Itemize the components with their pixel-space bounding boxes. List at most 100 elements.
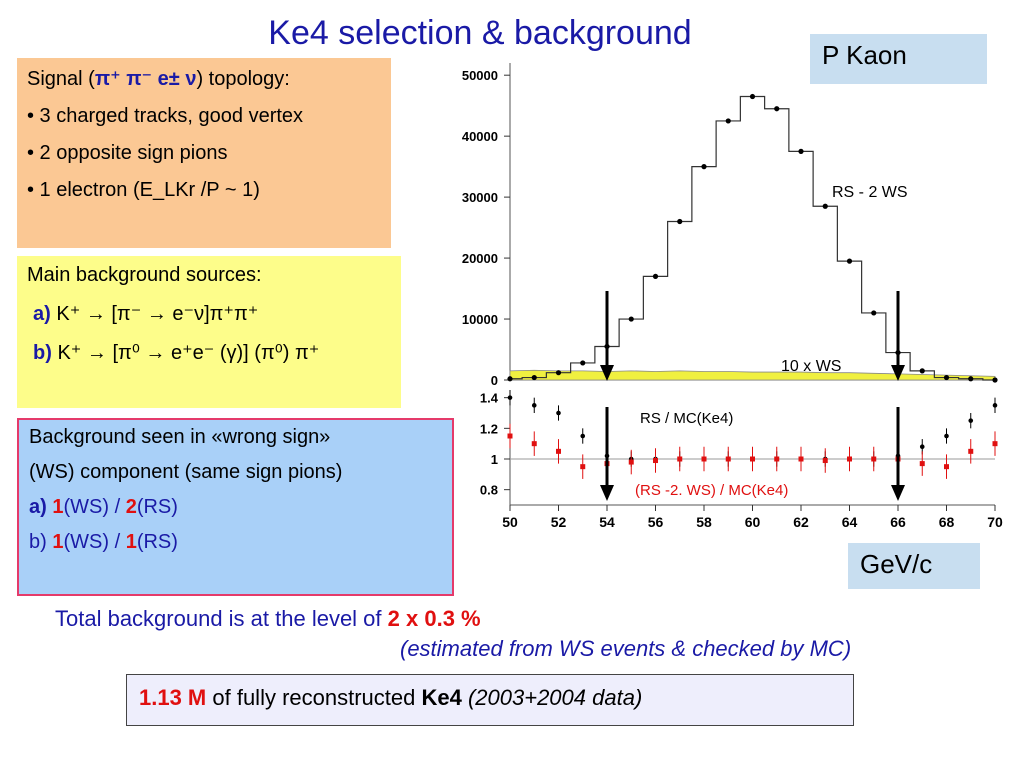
rs-mc-point xyxy=(580,433,586,439)
rs-mc-point xyxy=(968,418,974,423)
ratio-panel: 0.8 1 1.2 1.4 50 52 54 56 58 60 62 64 66 68 70 RS / MC(… xyxy=(480,390,1003,530)
ws-item-a-mid: (WS) / xyxy=(63,496,126,518)
background-item-b: b) K⁺ → [π⁰ → e⁺e⁻ (γ)] (π⁰) π⁺ xyxy=(27,340,391,365)
rs-mc-label: RS / MC(Ke4) xyxy=(640,410,733,427)
rs-data-point xyxy=(992,377,998,383)
bottom-y-tick-label: 1 xyxy=(491,452,498,467)
rs-data-point xyxy=(798,148,804,154)
summary-box: 1.13 M of fully reconstructed Ke4 (2003+… xyxy=(126,674,854,726)
bottom-y-tick-label: 1.4 xyxy=(480,391,499,406)
p-kaon-label: P Kaon xyxy=(810,34,987,84)
bottom-y-tick-label: 1.2 xyxy=(480,421,498,436)
rs2ws-mc-point xyxy=(701,456,707,462)
rs-data-point xyxy=(652,273,659,279)
kaon-momentum-chart: 0 10000 20000 30000 40000 50000 RS - 2 WS 10 x … xyxy=(462,63,1003,530)
signal-heading-suffix: ) topology: xyxy=(196,68,290,90)
rs-data-point xyxy=(749,93,756,100)
signal-heading-prefix: Signal ( xyxy=(27,68,95,90)
gevc-label: GeV/c xyxy=(848,543,980,589)
rs-minus-2ws-label: RS - 2 WS xyxy=(832,184,908,201)
cut-arrow-head xyxy=(891,365,905,381)
rs2ws-mc-point xyxy=(507,433,513,439)
total-background-line: Total background is at the level of 2 x … xyxy=(55,606,481,632)
ws-item-a-label: a) xyxy=(29,496,47,518)
x-tick-label: 58 xyxy=(696,514,712,530)
rs2ws-mc-point xyxy=(968,448,974,454)
ws-item-b-label: b) xyxy=(29,531,47,553)
estimation-note: (estimated from WS events & checked by M… xyxy=(400,636,852,661)
distribution-panel: 0 10000 20000 30000 40000 50000 RS - 2 WS 10 x … xyxy=(462,63,998,388)
ws-item-a-n1: 1 xyxy=(52,496,64,518)
rs-data-point xyxy=(531,374,537,381)
rs2ws-mc-point xyxy=(556,448,561,454)
ws-item-a: a) 1(WS) / 2(RS) xyxy=(29,496,442,519)
cut-arrow-head xyxy=(600,365,614,381)
x-tick-label: 52 xyxy=(551,514,567,530)
top-y-tick-label: 0 xyxy=(491,373,498,388)
signal-formula: π⁺ π⁻ e± ν xyxy=(94,68,197,90)
rs-data-point xyxy=(774,106,780,112)
rs2ws-mc-point xyxy=(944,464,949,470)
top-y-tick-label: 20000 xyxy=(462,251,498,266)
x-tick-label: 54 xyxy=(599,514,615,530)
rs-minus-2ws-histogram xyxy=(510,95,995,381)
ws-line-2: (WS) component (same sign pions) xyxy=(29,461,343,483)
rs-data-point xyxy=(701,164,707,170)
cut-arrow-head-bottom xyxy=(600,485,614,501)
rs2ws-mc-point xyxy=(750,456,755,462)
x-tick-label: 68 xyxy=(939,514,955,530)
signal-bullet-3: • 1 electron (E_LKr /P ~ 1) xyxy=(27,179,260,201)
rs2ws-mc-point xyxy=(992,441,998,447)
ws-item-b: b) 1(WS) / 1(RS) xyxy=(29,531,442,554)
signal-topology-box: Signal (π⁺ π⁻ e± ν) topology: • 3 charge… xyxy=(17,58,391,248)
cut-arrow-head-bottom xyxy=(891,485,905,501)
top-y-tick-label: 30000 xyxy=(462,190,498,205)
rs2ws-mc-point xyxy=(822,458,828,464)
rs-data-point xyxy=(968,376,974,382)
summary-channel: Ke4 xyxy=(421,685,462,710)
rs-data-point xyxy=(580,360,586,366)
rs-data-point xyxy=(725,118,731,124)
rs2ws-mc-point xyxy=(628,459,634,465)
rs-data-point xyxy=(822,203,828,209)
top-y-tick-label: 50000 xyxy=(462,68,498,83)
rs-data-point xyxy=(507,376,513,382)
top-y-tick-label: 40000 xyxy=(462,129,498,144)
rs-mc-point xyxy=(919,444,925,450)
rs-data-point xyxy=(677,218,683,225)
rs-mc-point xyxy=(992,403,998,408)
ws-item-b-mid: (WS) / xyxy=(63,531,126,553)
rs-data-point xyxy=(943,374,950,381)
background-item-a-label: a) xyxy=(33,303,51,325)
background-item-a-text: K⁺ → [π⁻ → e⁻ν]π⁺π⁺ xyxy=(56,303,259,325)
x-tick-label: 64 xyxy=(842,514,858,530)
rs2ws-mc-point xyxy=(847,456,852,462)
rs-data-point xyxy=(919,368,925,374)
rs2ws-mc-point xyxy=(580,464,586,470)
rs2ws-mc-point xyxy=(677,456,683,462)
ws-item-a-n2: 2 xyxy=(125,496,137,518)
background-item-b-label: b) xyxy=(33,342,52,364)
ws-line-1: Background seen in «wrong sign» xyxy=(29,426,331,448)
rs2ws-mc-point xyxy=(725,456,731,462)
rs-mc-point xyxy=(531,403,537,408)
summary-count: 1.13 M xyxy=(139,685,207,710)
x-tick-label: 70 xyxy=(987,514,1003,530)
rs2ws-mc-point xyxy=(798,456,804,462)
background-sources-box: Main background sources: a) K⁺ → [π⁻ → e… xyxy=(17,256,401,408)
signal-heading: Signal (π⁺ π⁻ e± ν) topology: xyxy=(27,66,381,91)
summary-text: of fully reconstructed xyxy=(206,685,422,710)
rs2ws-mc-point xyxy=(774,456,780,462)
top-y-tick-label: 10000 xyxy=(462,312,498,327)
rs2ws-mc-point xyxy=(653,458,658,464)
rs-mc-point xyxy=(556,410,561,416)
rs-mc-point xyxy=(944,433,949,439)
signal-bullet-1: • 3 charged tracks, good vertex xyxy=(27,105,304,127)
total-prefix: Total background is at the level of xyxy=(55,606,388,631)
rs2ws-mc-point xyxy=(531,441,537,447)
ws-item-a-end: (RS) xyxy=(136,496,178,518)
background-item-a: a) K⁺ → [π⁻ → e⁻ν]π⁺π⁺ xyxy=(27,301,391,326)
rs-mc-point xyxy=(507,395,513,400)
background-item-b-text: K⁺ → [π⁰ → e⁺e⁻ (γ)] (π⁰) π⁺ xyxy=(57,342,320,364)
slide-title: Ke4 selection & background xyxy=(268,14,692,52)
